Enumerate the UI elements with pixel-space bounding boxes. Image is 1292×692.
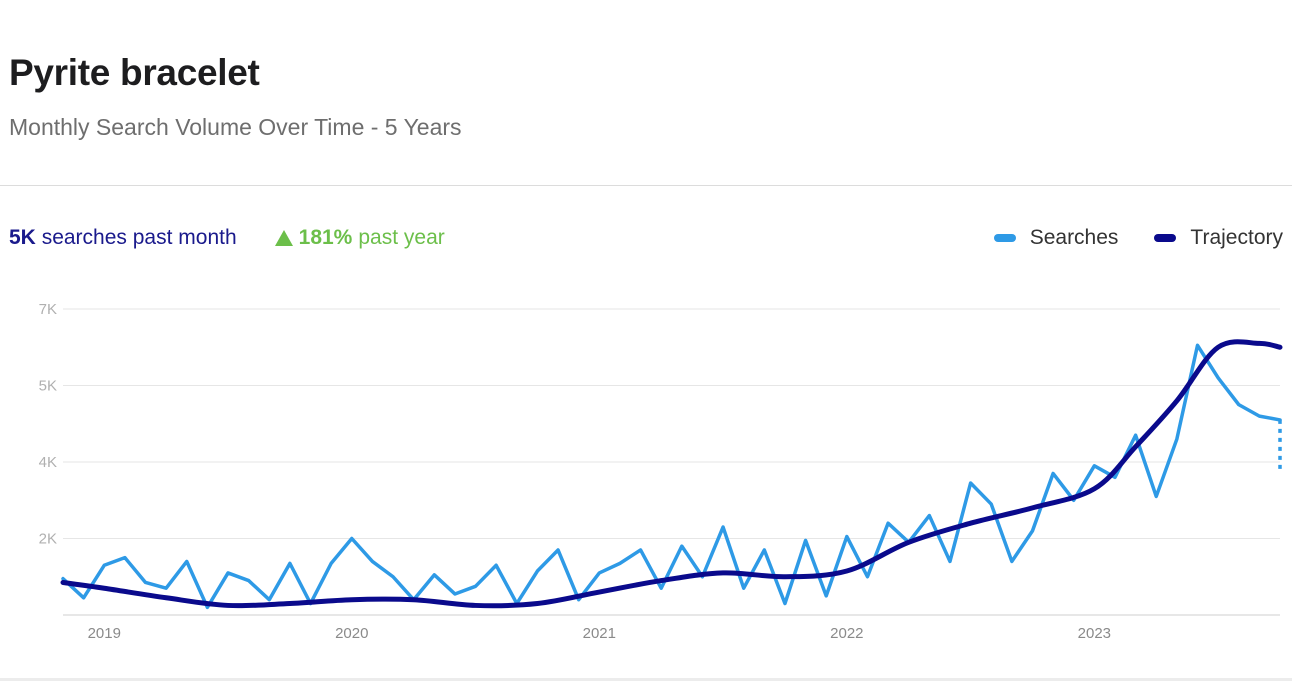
up-arrow-icon bbox=[274, 230, 293, 246]
x-tick-label: 2023 bbox=[1078, 625, 1111, 642]
stats-bar: 5K searches past month 181% past year bbox=[9, 226, 445, 250]
chart-legend: Searches Trajectory bbox=[958, 226, 1283, 250]
x-tick-label: 2019 bbox=[88, 625, 121, 642]
volume-stat: 5K searches past month bbox=[9, 226, 237, 250]
legend-item-searches[interactable]: Searches bbox=[993, 226, 1119, 250]
page-title: Pyrite bracelet bbox=[9, 52, 260, 93]
search-volume-chart: 2K 4K 5K 7K 2019 2020 2021 2022 2023 bbox=[39, 301, 1283, 642]
volume-text: searches past month bbox=[41, 226, 237, 249]
legend-label-trajectory: Trajectory bbox=[1190, 226, 1283, 249]
legend-swatch-searches bbox=[993, 234, 1016, 242]
y-tick-label: 4K bbox=[39, 454, 57, 471]
x-tick-label: 2020 bbox=[335, 625, 368, 642]
footer-divider bbox=[0, 678, 1292, 681]
volume-value: 5K bbox=[9, 226, 36, 249]
growth-text: past year bbox=[358, 226, 445, 249]
growth-value: 181% bbox=[298, 226, 353, 249]
legend-swatch-trajectory bbox=[1154, 234, 1177, 242]
y-tick-label: 7K bbox=[39, 301, 57, 318]
x-tick-label: 2021 bbox=[583, 625, 616, 642]
series-line-trajectory bbox=[60, 339, 1283, 609]
legend-item-trajectory[interactable]: Trajectory bbox=[1154, 226, 1283, 250]
y-tick-label: 2K bbox=[39, 531, 57, 548]
growth-stat: 181% past year bbox=[274, 226, 445, 250]
y-tick-label: 5K bbox=[39, 378, 57, 395]
x-tick-label: 2022 bbox=[830, 625, 863, 642]
series-line-searches bbox=[61, 343, 1282, 610]
page-subtitle: Monthly Search Volume Over Time - 5 Year… bbox=[9, 114, 462, 140]
header-divider bbox=[0, 185, 1292, 186]
legend-label-searches: Searches bbox=[1029, 226, 1119, 249]
